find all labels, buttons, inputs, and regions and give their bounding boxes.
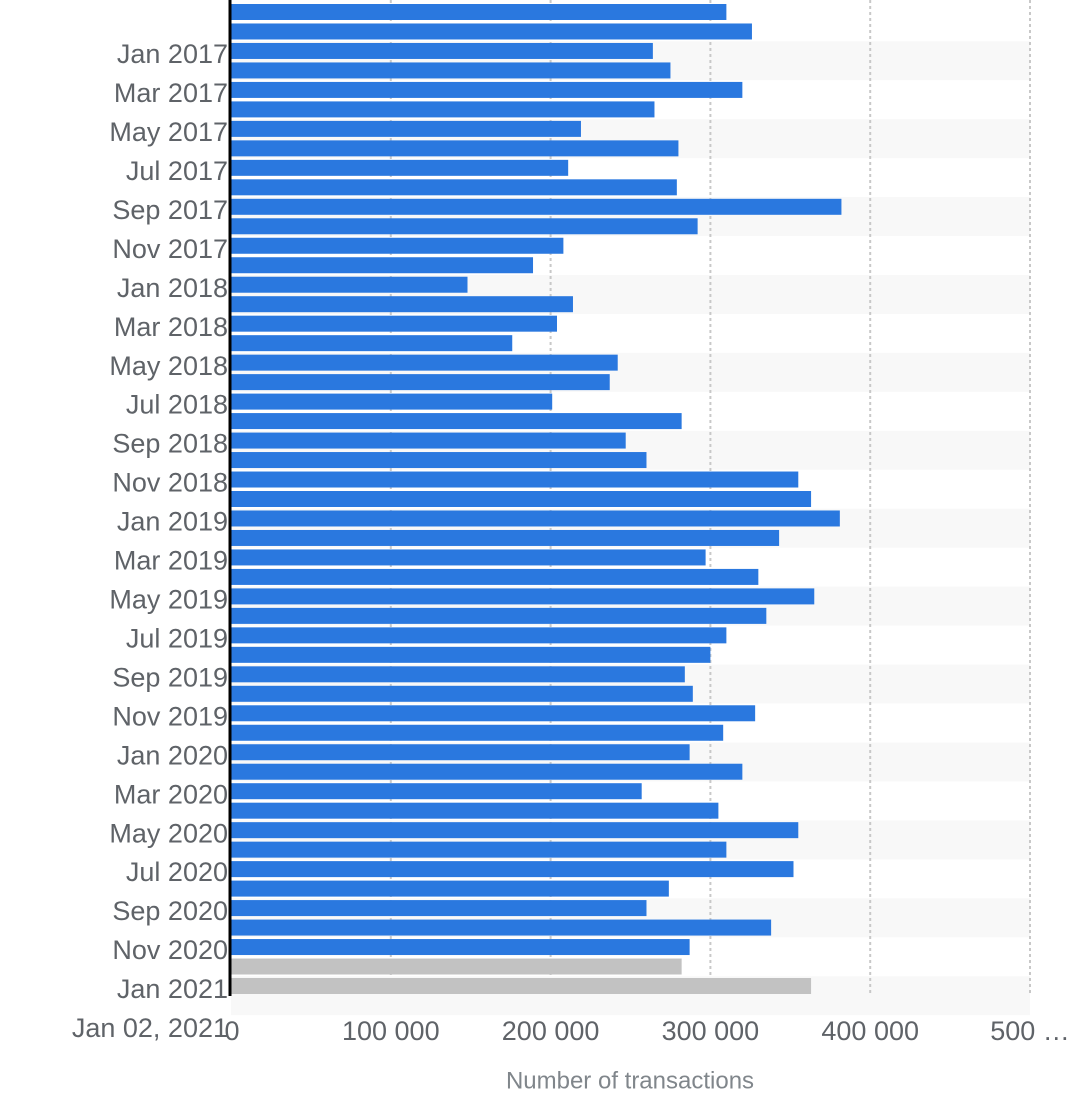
bar: [231, 179, 677, 196]
x-tick-label: 400 000: [821, 1016, 919, 1046]
y-tick-label: Jul 2018: [126, 390, 228, 420]
y-tick-label: May 2020: [109, 818, 228, 848]
bar: [231, 101, 655, 118]
bar: [231, 335, 513, 352]
x-tick-label: 0: [224, 1016, 239, 1046]
x-tick-label: 200 000: [502, 1016, 600, 1046]
bar: [231, 296, 573, 313]
bar: [231, 393, 553, 410]
y-tick-label: May 2019: [109, 585, 228, 615]
y-tick-label: May 2018: [109, 351, 228, 381]
y-tick-label: Sep 2019: [112, 662, 228, 692]
y-tick-label: Jul 2019: [126, 623, 228, 653]
x-tick-label: 300 000: [662, 1016, 760, 1046]
bar: [231, 159, 569, 176]
y-tick-label: Jan 2017: [117, 39, 228, 69]
bar: [231, 315, 557, 332]
bar: [231, 374, 610, 391]
y-tick-label: Jan 2019: [117, 507, 228, 537]
y-tick-label: Nov 2018: [112, 468, 228, 498]
y-tick-label: Jan 2020: [117, 740, 228, 770]
bar: [231, 588, 815, 605]
bar: [231, 939, 690, 956]
bar: [231, 783, 642, 800]
y-tick-label: Jul 2017: [126, 156, 228, 186]
x-tick-label: 500 …: [990, 1016, 1070, 1046]
bar: [231, 763, 743, 780]
bar: [231, 81, 743, 98]
bar: [231, 218, 698, 235]
bar: [231, 744, 690, 761]
bar: [231, 120, 581, 137]
y-tick-label: Jan 2021: [117, 974, 228, 1004]
bar: [231, 257, 534, 274]
y-tick-label: Mar 2020: [114, 779, 228, 809]
bar: [231, 822, 799, 839]
bar: [231, 198, 842, 215]
bar: [231, 685, 693, 702]
y-tick-label: Jan 2018: [117, 273, 228, 303]
bar: [231, 705, 756, 722]
bar: [231, 354, 618, 371]
bar: [231, 237, 564, 254]
bar: [231, 880, 669, 897]
bar: [231, 23, 752, 40]
bar: [231, 627, 727, 644]
bar: [231, 62, 671, 79]
y-tick-label: May 2017: [109, 117, 228, 147]
y-tick-label: Mar 2019: [114, 546, 228, 576]
bar: [231, 471, 799, 488]
bar: [231, 666, 685, 683]
y-tick-label: Sep 2018: [112, 429, 228, 459]
date-label: Jan 02, 2021: [72, 1013, 228, 1043]
x-tick-label: 100 000: [342, 1016, 440, 1046]
bar: [231, 491, 812, 507]
bar: [231, 4, 727, 20]
bar: [231, 568, 759, 585]
bar: [231, 42, 653, 59]
bar: [231, 607, 767, 624]
bar: [231, 646, 711, 663]
bar: [231, 802, 719, 819]
bar: [231, 276, 468, 293]
bar: [231, 841, 727, 858]
y-tick-label: Mar 2017: [114, 78, 228, 108]
y-tick-label: Jul 2020: [126, 857, 228, 887]
x-axis-title: Number of transactions: [506, 1067, 754, 1094]
y-tick-label: Sep 2020: [112, 896, 228, 926]
bar: [231, 549, 706, 566]
bar: [231, 432, 626, 449]
y-tick-label: Nov 2020: [112, 935, 228, 965]
bar: [231, 958, 682, 975]
bar: [231, 510, 840, 527]
bar: [231, 413, 682, 430]
bar: [231, 919, 772, 936]
bar: [231, 978, 812, 994]
bar: [231, 724, 724, 741]
bar: [231, 861, 794, 878]
y-tick-label: Sep 2017: [112, 195, 228, 225]
y-tick-label: Nov 2019: [112, 701, 228, 731]
y-tick-label: Nov 2017: [112, 234, 228, 264]
bar: [231, 900, 647, 917]
y-tick-label: Mar 2018: [114, 312, 228, 342]
bar: [231, 452, 647, 469]
bar: [231, 529, 780, 546]
bar: [231, 140, 679, 157]
